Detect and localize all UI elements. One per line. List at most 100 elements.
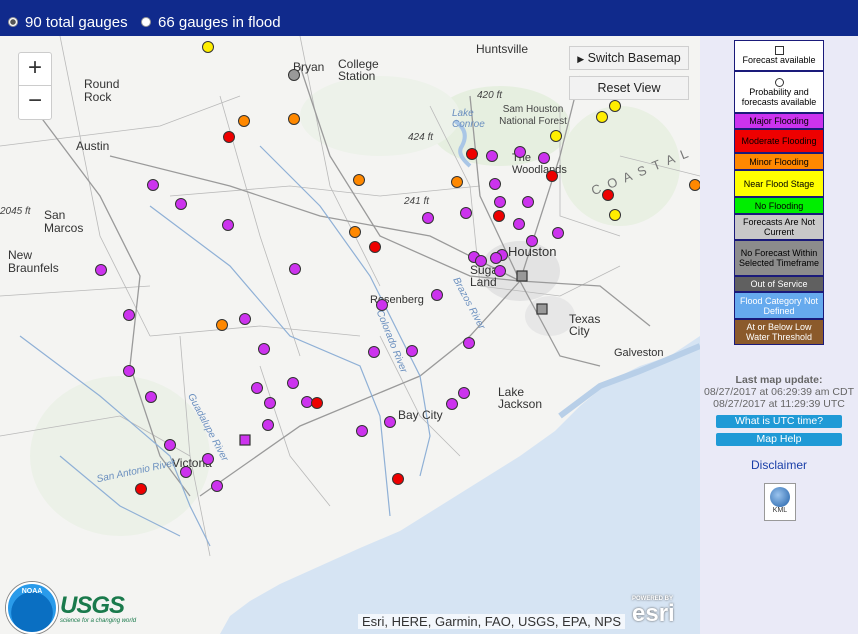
gauge-marker-major[interactable] bbox=[301, 396, 313, 408]
gauge-marker-minor[interactable] bbox=[689, 179, 701, 191]
gauge-marker-major[interactable] bbox=[287, 377, 299, 389]
gauge-marker-near[interactable] bbox=[202, 41, 214, 53]
map-view[interactable]: Huntsville Bryan College Station Round R… bbox=[0, 36, 700, 634]
gauge-marker-major[interactable] bbox=[123, 365, 135, 377]
gauge-marker-moderate[interactable] bbox=[223, 131, 235, 143]
gauge-marker-major[interactable] bbox=[222, 219, 234, 231]
reset-view-button[interactable]: Reset View bbox=[569, 76, 689, 100]
gauge-marker-major[interactable] bbox=[251, 382, 263, 394]
legend-low-water: At or Below Low Water Threshold bbox=[734, 319, 824, 345]
gauge-marker-major[interactable] bbox=[538, 152, 550, 164]
gauge-marker-major[interactable] bbox=[514, 146, 526, 158]
forecast-gauge-marker[interactable] bbox=[536, 303, 548, 315]
label-lake-jackson: Lake Jackson bbox=[498, 385, 543, 411]
gauge-marker-moderate[interactable] bbox=[311, 397, 323, 409]
gauge-marker-major[interactable] bbox=[494, 265, 506, 277]
label-college-station: College Station bbox=[338, 57, 379, 83]
gauge-marker-major[interactable] bbox=[147, 179, 159, 191]
gauge-marker-major[interactable] bbox=[239, 313, 251, 325]
total-gauges-label: 90 total gauges bbox=[25, 13, 128, 31]
map-help-button[interactable]: Map Help bbox=[716, 433, 842, 446]
gauge-marker-not_current[interactable] bbox=[288, 69, 300, 81]
legend-not-current: Forecasts Are Not Current bbox=[734, 214, 824, 240]
utc-help-button[interactable]: What is UTC time? bbox=[716, 415, 842, 428]
gauge-marker-major[interactable] bbox=[446, 398, 458, 410]
gauge-marker-major[interactable] bbox=[145, 391, 157, 403]
gauge-marker-major[interactable] bbox=[422, 212, 434, 224]
gauge-marker-near[interactable] bbox=[550, 130, 562, 142]
gauge-marker-moderate[interactable] bbox=[135, 483, 147, 495]
gauge-marker-major[interactable] bbox=[486, 150, 498, 162]
gauge-marker-major[interactable] bbox=[522, 196, 534, 208]
flood-gauges-option[interactable]: 66 gauges in flood bbox=[141, 12, 281, 32]
gauge-marker-major[interactable] bbox=[458, 387, 470, 399]
usgs-logo-text: USGS bbox=[60, 592, 125, 619]
gauge-marker-major[interactable] bbox=[175, 198, 187, 210]
map-attribution: Esri, HERE, Garmin, FAO, USGS, EPA, NPS bbox=[358, 614, 626, 629]
label-austin: Austin bbox=[76, 139, 110, 153]
gauge-marker-major[interactable] bbox=[368, 346, 380, 358]
gauge-marker-major[interactable] bbox=[475, 255, 487, 267]
gauge-marker-major[interactable] bbox=[262, 419, 274, 431]
label-sam-houston: Sam Houston National Forest bbox=[499, 104, 567, 127]
gauge-marker-minor[interactable] bbox=[216, 319, 228, 331]
gauge-marker-major[interactable] bbox=[376, 299, 388, 311]
gauge-marker-minor[interactable] bbox=[238, 115, 250, 127]
noaa-logo-text: NOAA bbox=[21, 588, 43, 595]
zoom-in-button[interactable]: + bbox=[19, 53, 51, 86]
forecast-gauge-marker[interactable] bbox=[239, 434, 251, 446]
gauge-marker-minor[interactable] bbox=[451, 176, 463, 188]
gauge-marker-major[interactable] bbox=[123, 309, 135, 321]
gauge-marker-major[interactable] bbox=[384, 416, 396, 428]
gauge-marker-major[interactable] bbox=[460, 207, 472, 219]
gauge-marker-major[interactable] bbox=[513, 218, 525, 230]
gauge-marker-major[interactable] bbox=[202, 453, 214, 465]
gauge-marker-moderate[interactable] bbox=[392, 473, 404, 485]
legend-minor: Minor Flooding bbox=[734, 153, 824, 170]
gauge-marker-major[interactable] bbox=[552, 227, 564, 239]
label-huntsville: Huntsville bbox=[476, 42, 529, 56]
kml-icon[interactable]: KML bbox=[764, 483, 796, 521]
disclaimer-link[interactable]: Disclaimer bbox=[750, 458, 807, 472]
gauge-marker-moderate[interactable] bbox=[493, 210, 505, 222]
gauge-marker-near[interactable] bbox=[596, 111, 608, 123]
gauge-marker-major[interactable] bbox=[180, 466, 192, 478]
gauge-marker-major[interactable] bbox=[463, 337, 475, 349]
gauge-marker-major[interactable] bbox=[211, 480, 223, 492]
gauge-marker-minor[interactable] bbox=[288, 113, 300, 125]
zoom-out-button[interactable]: − bbox=[27, 87, 42, 114]
gauge-marker-major[interactable] bbox=[526, 235, 538, 247]
gauge-marker-major[interactable] bbox=[489, 178, 501, 190]
last-update-utc: 08/27/2017 at 11:29:39 UTC bbox=[713, 398, 845, 410]
label-elev-424: 424 ft bbox=[408, 132, 434, 143]
esri-powered-text: POWERED BY bbox=[632, 596, 674, 602]
gauge-marker-major[interactable] bbox=[431, 289, 443, 301]
gauge-marker-near[interactable] bbox=[609, 100, 621, 112]
gauge-marker-near[interactable] bbox=[609, 209, 621, 221]
switch-basemap-button[interactable]: ▶ Switch Basemap bbox=[569, 46, 689, 70]
gauge-marker-minor[interactable] bbox=[353, 174, 365, 186]
sidebar: Forecast available Probability and forec… bbox=[700, 36, 858, 634]
legend-near: Near Flood Stage bbox=[734, 170, 824, 197]
gauge-marker-moderate[interactable] bbox=[466, 148, 478, 160]
switch-basemap-label: Switch Basemap bbox=[587, 51, 681, 65]
radio-unchecked-icon[interactable] bbox=[141, 17, 151, 27]
gauge-marker-major[interactable] bbox=[406, 345, 418, 357]
total-gauges-option[interactable]: 90 total gauges bbox=[8, 12, 128, 32]
gauge-marker-moderate[interactable] bbox=[369, 241, 381, 253]
gauge-marker-major[interactable] bbox=[356, 425, 368, 437]
gauge-marker-moderate[interactable] bbox=[546, 170, 558, 182]
gauge-marker-major[interactable] bbox=[258, 343, 270, 355]
gauge-marker-minor[interactable] bbox=[349, 226, 361, 238]
gauge-marker-moderate[interactable] bbox=[602, 189, 614, 201]
gauge-marker-major[interactable] bbox=[289, 263, 301, 275]
gauge-marker-major[interactable] bbox=[264, 397, 276, 409]
label-elev-420: 420 ft bbox=[477, 90, 503, 101]
gauge-marker-major[interactable] bbox=[95, 264, 107, 276]
gauge-marker-major[interactable] bbox=[494, 196, 506, 208]
gauge-marker-major[interactable] bbox=[490, 252, 502, 264]
radio-checked-icon[interactable] bbox=[8, 17, 18, 27]
gauge-marker-major[interactable] bbox=[164, 439, 176, 451]
forecast-gauge-marker[interactable] bbox=[516, 270, 528, 282]
label-texas-city: Texas City bbox=[569, 312, 601, 338]
